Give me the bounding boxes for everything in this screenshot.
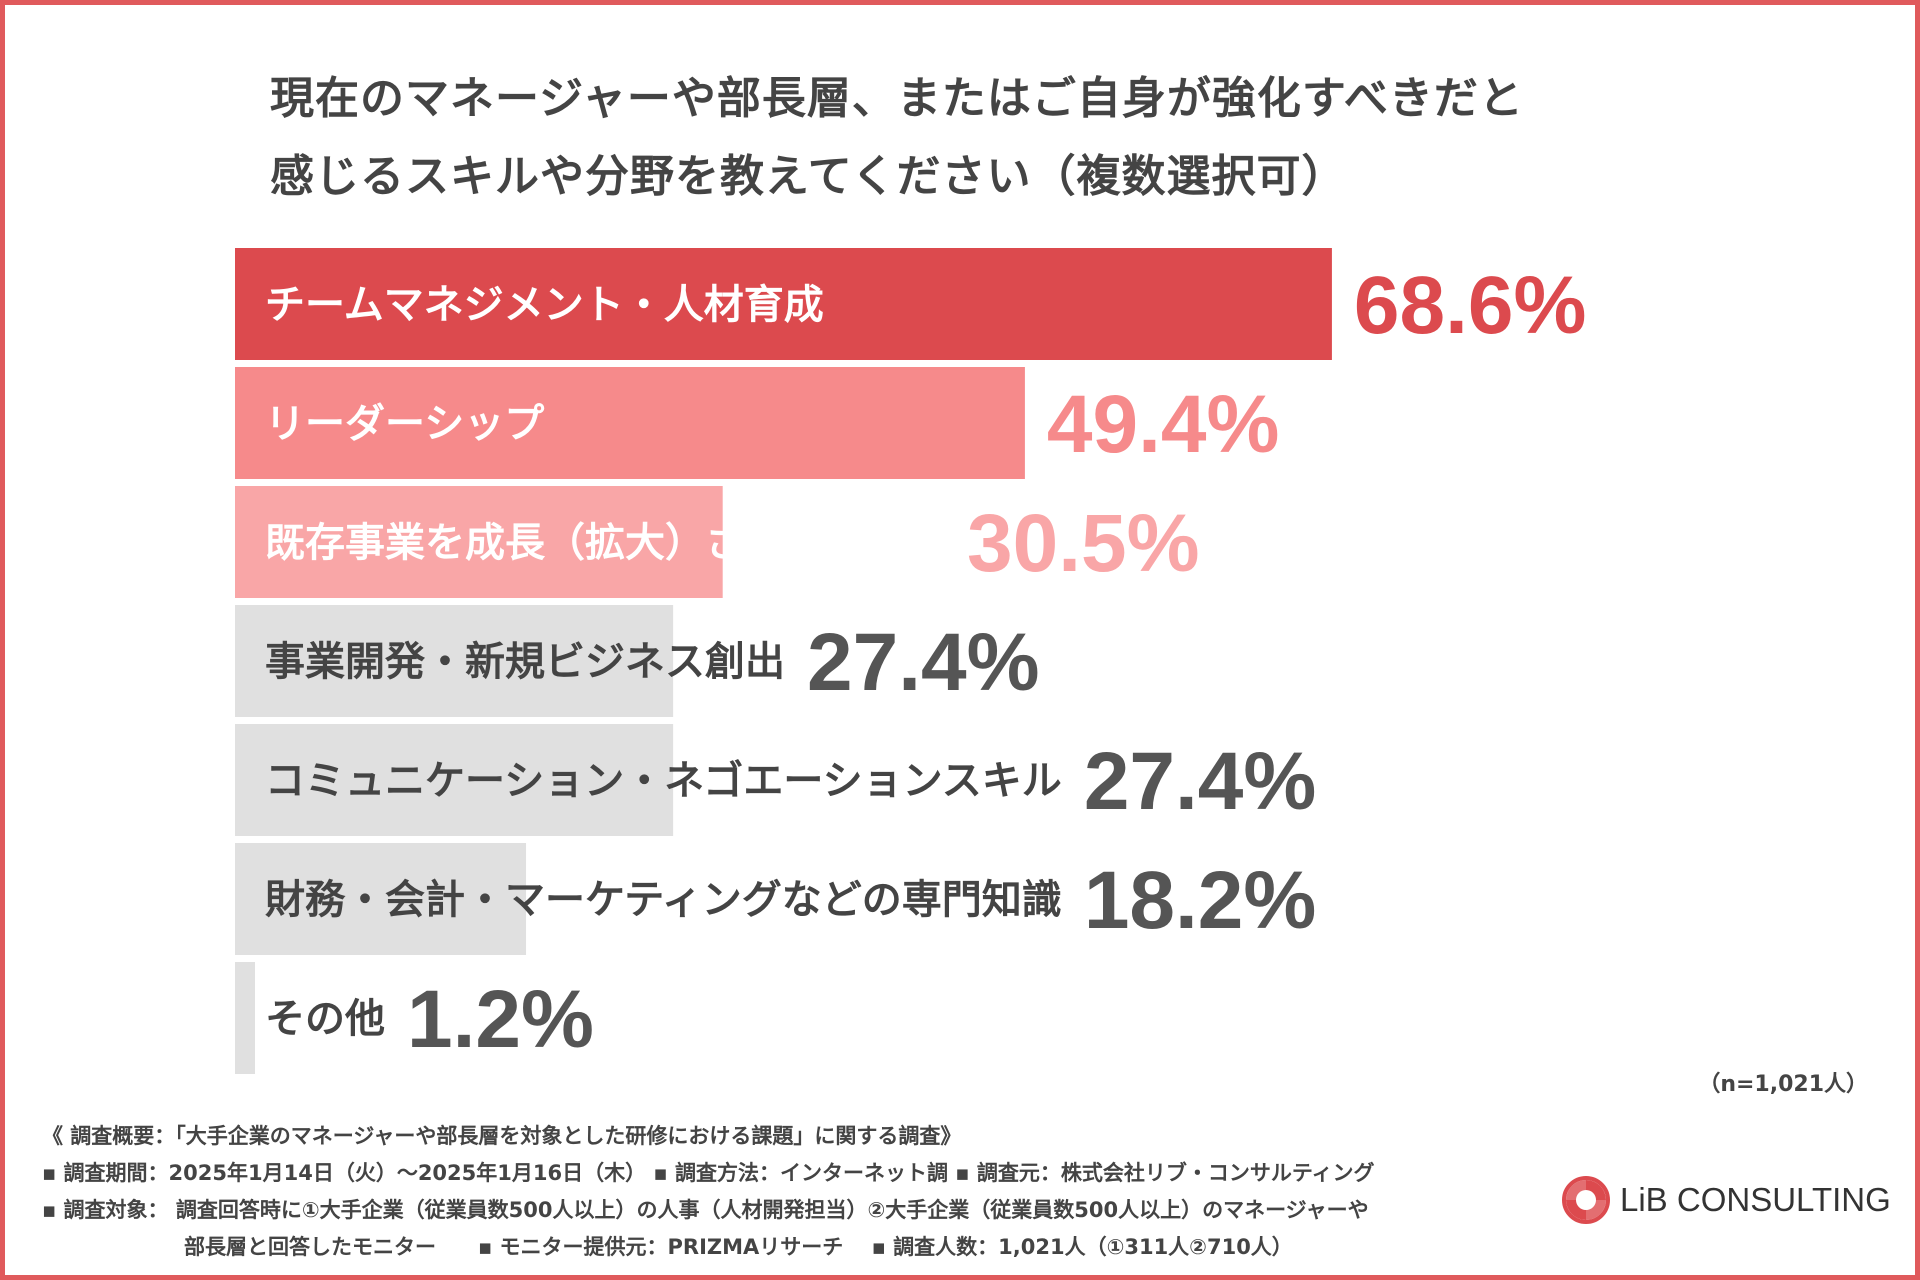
bar-1 (235, 248, 1332, 360)
bar-6 (235, 843, 527, 955)
chart-title-line-1: 現在のマネージャーや部長層、またはご自身が強化すべきだと (270, 73, 1524, 124)
survey-target: ▪ 調査対象： 調査回答時に①大手企業（従業員数500人以上）の人事（人材開発担… (42, 1198, 1369, 1222)
value-label-3: 30.5% (967, 498, 1200, 589)
value-label-1: 68.6% (1354, 260, 1587, 351)
value-label-7: 1.2% (407, 974, 594, 1065)
bar-label-1: チームマネジメント・人材育成 (265, 282, 824, 328)
bar-label-6: 財務・会計・マーケティングなどの専門知識 (265, 877, 1062, 923)
logo-text: LiB CONSULTING (1620, 1181, 1891, 1218)
bar-5 (235, 724, 674, 836)
company-logo: LiB CONSULTING (1562, 1175, 1891, 1225)
survey-period-method-source: ▪ 調査期間：2025年1月14日（火）～2025年1月16日（木） ▪ 調査方… (42, 1161, 1375, 1185)
value-label-5: 27.4% (1084, 736, 1317, 827)
bar-label-3: 既存事業を成長（拡大）させる推進力 (265, 520, 945, 566)
survey-heading: 《 調査概要：「大手企業のマネージャーや部長層を対象とした研修における課題」に関… (42, 1124, 962, 1148)
chart-title-line-2: 感じるスキルや分野を教えてください（複数選択可） (270, 151, 1347, 202)
bar-chart: チームマネジメント・人材育成 68.6% リーダーシップ 49.4% 既存事業を成長（拡… (235, 248, 1587, 1074)
bar-2 (235, 367, 1025, 479)
value-label-4: 27.4% (807, 617, 1040, 708)
value-label-6: 18.2% (1084, 855, 1317, 946)
lib-swirl-logo-icon (1562, 1176, 1610, 1224)
bar-4 (235, 605, 674, 717)
bar-3 (235, 486, 723, 598)
chart-title: 現在のマネージャーや部長層、またはご自身が強化すべきだと 感じるスキルや分野を教… (270, 60, 1670, 216)
survey-target-continued: 部長層と回答したモニター ▪ モニター提供元：PRIZMAリサーチ ▪ 調査人数… (184, 1235, 1293, 1259)
bar-label-4: 事業開発・新規ビジネス創出 (265, 639, 785, 685)
bar-label-2: リーダーシップ (265, 401, 544, 447)
value-label-2: 49.4% (1047, 379, 1280, 470)
sample-size-note: （n=1,021人） (1698, 1072, 1868, 1097)
bar-label-7: その他 (265, 996, 385, 1042)
survey-overview: 《 調査概要：「大手企業のマネージャーや部長層を対象とした研修における課題」に関… (42, 1118, 1562, 1266)
bar-7 (235, 962, 255, 1074)
bar-label-5: コミュニケーション・ネゴエーションスキル (265, 758, 1062, 804)
